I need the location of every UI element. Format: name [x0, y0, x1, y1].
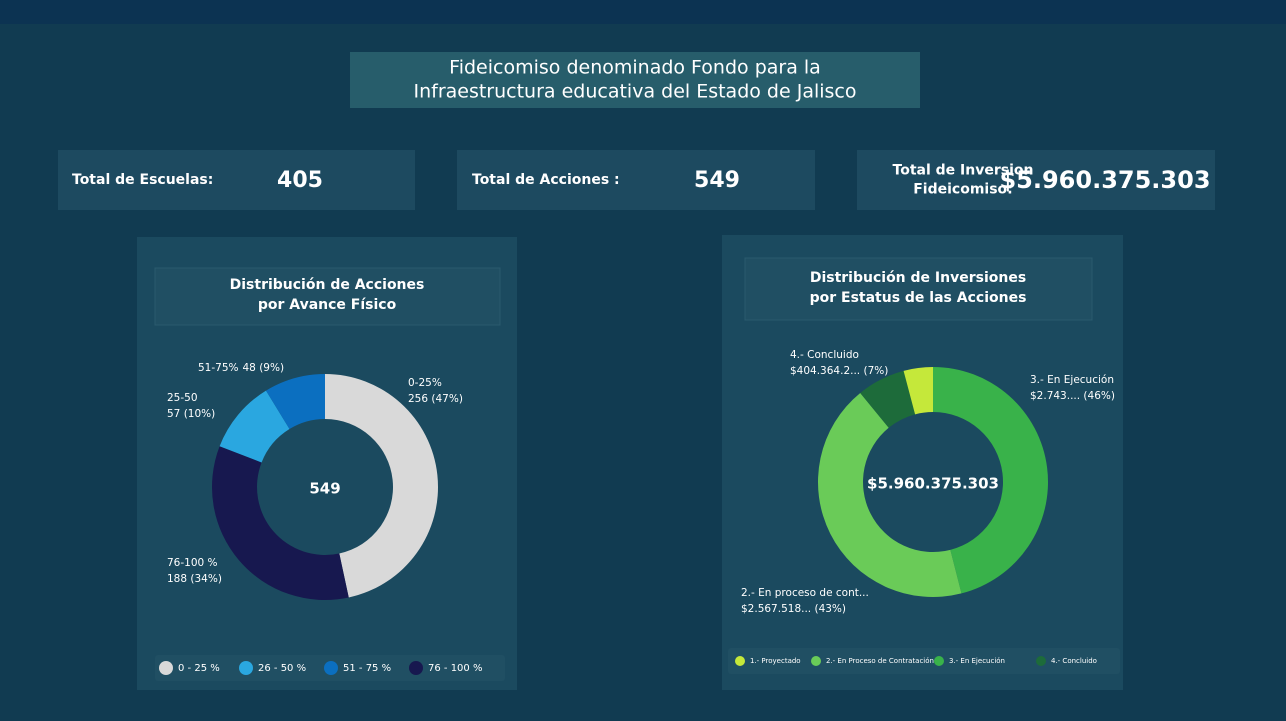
legend-swatch: [1036, 656, 1046, 666]
chart-title: por Estatus de las Acciones: [810, 290, 1027, 306]
kpi-label: Total de Inversion: [893, 163, 1034, 179]
kpi-label: Total de Acciones :: [472, 172, 620, 188]
chart-title-box: [744, 257, 1093, 321]
kpi-label: Fideicomiso:: [913, 182, 1013, 198]
legend-swatch: [239, 661, 253, 675]
kpi-label: Total de Escuelas:: [72, 172, 213, 188]
top-bar: [0, 0, 1286, 24]
chart-title: por Avance Físico: [258, 297, 397, 313]
slice-label: 76-100 %: [167, 557, 218, 569]
data-label: 0-25% 256 (47%): [408, 377, 463, 405]
legend-swatch: [934, 656, 944, 666]
legend-swatch: [324, 661, 338, 675]
value-label: $2.567.518... (43%): [741, 603, 846, 615]
value-label: 48 (9%): [243, 362, 285, 374]
title-box: [350, 52, 920, 108]
slice-label: 0-25%: [408, 377, 442, 389]
data-label: 76-100 % 188 (34%): [167, 557, 222, 585]
pie-slice: [818, 392, 962, 597]
kpi-value: 405: [277, 168, 323, 193]
legend-box: [728, 648, 1120, 674]
page-title: Fideicomiso denominado Fondo para la: [449, 57, 821, 79]
page-title: Infraestructura educativa del Estado de …: [413, 81, 856, 103]
data-label: 25-50 57 (10%): [167, 392, 215, 420]
legend-swatch: [735, 656, 745, 666]
kpi-card: [457, 150, 815, 210]
legend-swatch: [159, 661, 173, 675]
chart-title: Distribución de Inversiones: [810, 270, 1026, 286]
kpi-value: $5.960.375.303: [999, 166, 1210, 194]
pie-slice: [219, 390, 290, 463]
slice-label: 4.- Concluido: [790, 349, 859, 361]
legend-label: 2.- En Proceso de Contratación: [826, 657, 934, 665]
center-label: 549: [309, 480, 340, 498]
chart-title-box: [154, 267, 501, 326]
data-label: 3.- En Ejecución $2.743.... (46%): [1030, 374, 1115, 402]
kpi-card: [58, 150, 415, 210]
pie-slice: [265, 373, 325, 430]
legend-label: 4.- Concluido: [1051, 657, 1097, 665]
kpi-card: [857, 150, 1215, 210]
slice-label: 25-50: [167, 392, 198, 404]
pie-slice: [860, 370, 916, 428]
pie-slice: [903, 366, 933, 415]
legend-label: 51 - 75 %: [343, 663, 391, 674]
data-label: 51-75% 48 (9%): [198, 362, 284, 374]
slice-label: 3.- En Ejecución: [1030, 374, 1114, 386]
legend-label: 76 - 100 %: [428, 663, 482, 674]
data-label: 4.- Concluido $404.364.2... (7%): [790, 349, 888, 377]
legend-swatch: [811, 656, 821, 666]
pie-slice: [325, 374, 438, 598]
value-label: $404.364.2... (7%): [790, 365, 888, 377]
value-label: 57 (10%): [167, 408, 215, 420]
center-label: $5.960.375.303: [867, 475, 999, 493]
legend-swatch: [409, 661, 423, 675]
kpi-value: 549: [694, 168, 740, 193]
value-label: 188 (34%): [167, 573, 222, 585]
slice-label: 51-75%: [198, 362, 239, 374]
value-label: 256 (47%): [408, 393, 463, 405]
pie-slice: [212, 446, 349, 600]
chart-title: Distribución de Acciones: [230, 277, 425, 293]
legend-label: 26 - 50 %: [258, 663, 306, 674]
pie-slice: [933, 367, 1048, 594]
slice-label: 2.- En proceso de cont...: [741, 587, 869, 599]
legend-label: 0 - 25 %: [178, 663, 220, 674]
legend-label: 3.- En Ejecución: [949, 657, 1005, 665]
legend-label: 1.- Proyectado: [750, 657, 801, 665]
data-label: 2.- En proceso de cont... $2.567.518... (…: [741, 587, 869, 615]
value-label: $2.743.... (46%): [1030, 390, 1115, 402]
